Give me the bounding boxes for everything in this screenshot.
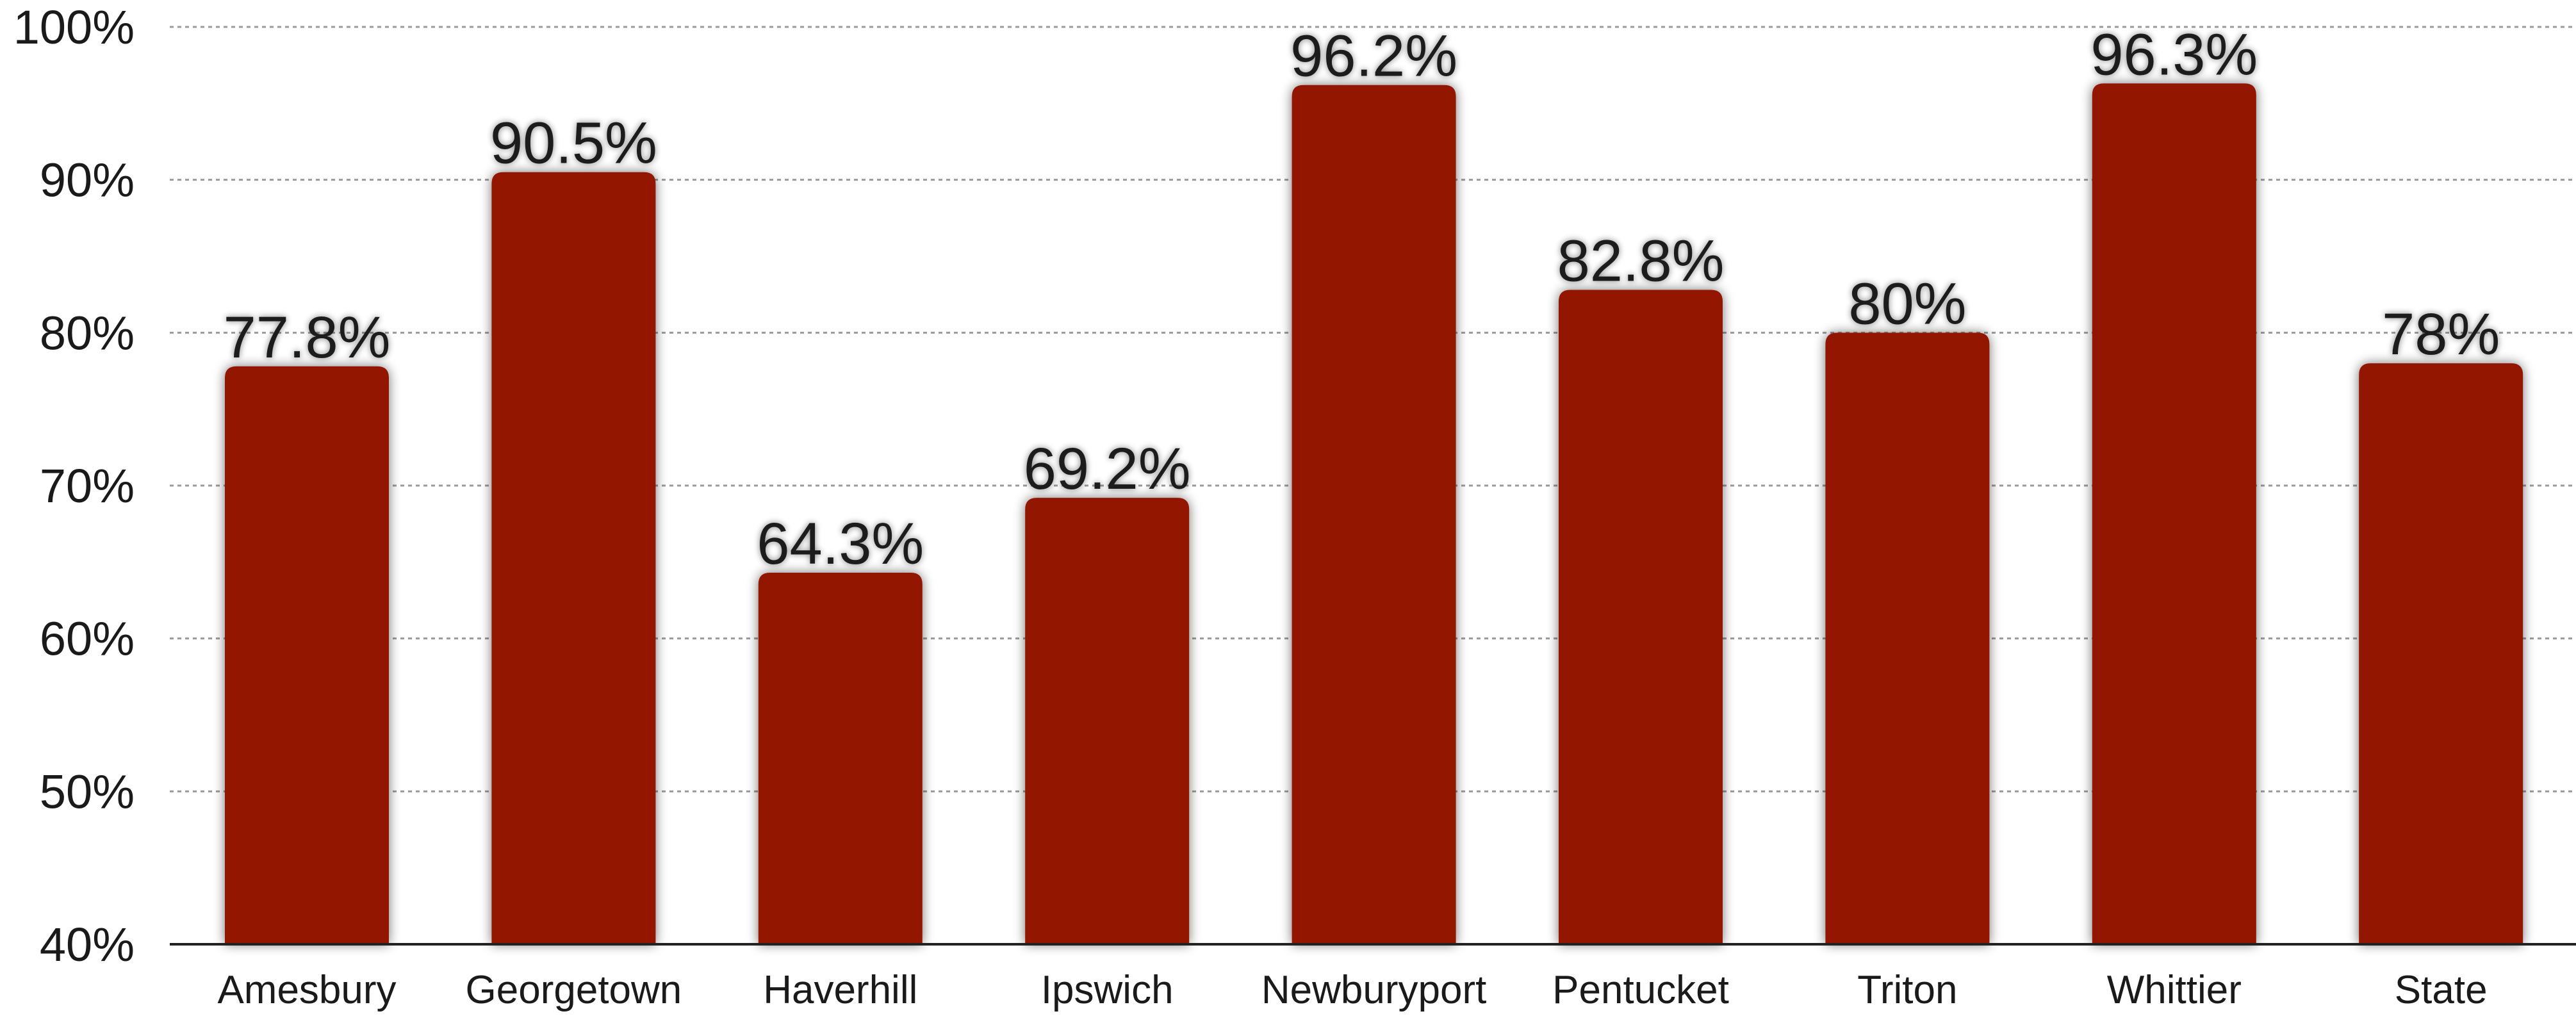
data-label-amesbury: 77.8% (224, 305, 391, 370)
y-tick-label: 50% (40, 765, 135, 818)
x-tick-label-haverhill: Haverhill (763, 968, 917, 1012)
y-tick-label: 60% (40, 612, 135, 666)
x-tick-label-pentucket: Pentucket (1552, 968, 1729, 1012)
data-label-ipswich: 69.2% (1024, 436, 1191, 502)
y-axis-ticks: 40% 50% 60% 70% 80% 90% 100% (13, 1, 135, 971)
x-tick-label-state: State (2395, 968, 2488, 1012)
x-tick-label-amesbury: Amesbury (217, 968, 396, 1012)
bar-whittier (2092, 83, 2256, 945)
data-label-georgetown: 90.5% (490, 111, 657, 176)
bar-georgetown (491, 172, 656, 944)
data-label-whittier: 96.3% (2090, 22, 2258, 87)
bar-pentucket (1559, 290, 1723, 944)
x-tick-label-georgetown: Georgetown (466, 968, 682, 1012)
data-labels: 77.8% 90.5% 64.3% 69.2% 96.2% 82.8% 80% 96.3% 78… (224, 22, 2500, 577)
y-tick-label: 100% (13, 1, 135, 54)
bar-haverhill (758, 573, 923, 944)
bar-triton (1825, 332, 1990, 944)
bar-amesbury (225, 366, 389, 944)
x-tick-label-ipswich: Ipswich (1041, 968, 1174, 1012)
bar-newburyport (1292, 85, 1456, 944)
data-label-newburyport: 96.2% (1290, 24, 1457, 89)
x-tick-label-triton: Triton (1857, 968, 1957, 1012)
data-label-triton: 80% (1848, 271, 1966, 336)
x-tick-label-whittier: Whittier (2107, 968, 2242, 1012)
bar-state (2359, 363, 2523, 944)
x-axis-categories: Amesbury Georgetown Haverhill Ipswich Newbur… (217, 968, 2487, 1012)
y-tick-label: 70% (40, 459, 135, 512)
y-tick-label: 40% (40, 918, 135, 971)
y-tick-label: 90% (40, 154, 135, 207)
data-label-pentucket: 82.8% (1557, 229, 1725, 294)
data-label-state: 78% (2382, 302, 2500, 367)
y-tick-label: 80% (40, 306, 135, 359)
bars (225, 83, 2523, 945)
x-tick-label-newburyport: Newburyport (1261, 968, 1486, 1012)
data-label-haverhill: 64.3% (757, 511, 924, 577)
bar-ipswich (1025, 498, 1190, 944)
